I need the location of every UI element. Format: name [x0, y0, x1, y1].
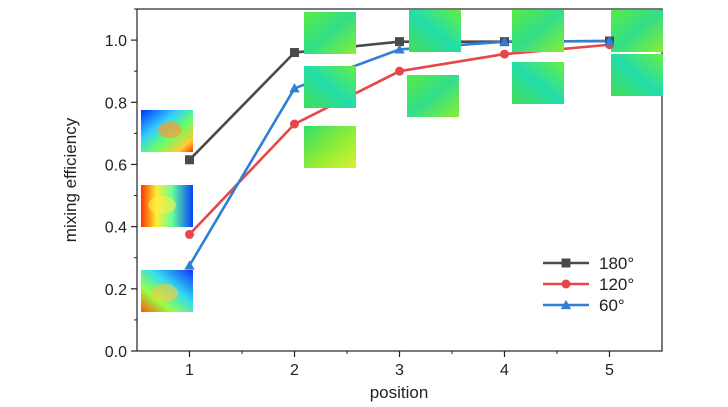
legend-marker — [561, 279, 571, 289]
legend-marker — [560, 299, 572, 310]
contour-image-position-5-120 — [611, 54, 663, 96]
y-tick-label: 0.2 — [105, 282, 127, 299]
y-tick-label: 0.4 — [105, 220, 127, 237]
data-point-series-2 — [184, 260, 195, 270]
x-tick-label: 5 — [605, 362, 614, 379]
data-point-series-0 — [395, 37, 404, 47]
x-tick-label: 2 — [290, 362, 299, 379]
y-axis-title: mixing efficiency — [61, 117, 80, 242]
data-point-series-2 — [499, 36, 510, 46]
data-point-series-0 — [185, 155, 194, 165]
y-tick-label: 0.6 — [105, 157, 127, 174]
data-point-series-0 — [290, 48, 299, 58]
x-tick-label: 1 — [185, 362, 194, 379]
data-point-series-1 — [185, 229, 194, 239]
x-tick-label: 4 — [500, 362, 509, 379]
y-tick-label: 1.0 — [105, 33, 127, 50]
contour-image-position-2-120 — [304, 66, 356, 108]
legend-label: 180° — [599, 254, 634, 273]
contour-image-position-3-120 — [407, 75, 459, 117]
data-point-series-1 — [290, 119, 299, 129]
data-point-series-2 — [394, 44, 405, 54]
contour-image-position-2-180 — [304, 12, 356, 54]
x-axis-title: position — [370, 383, 429, 402]
contour-image-position-2-60 — [304, 126, 356, 168]
contour-image-position-3-180 — [409, 10, 461, 52]
legend: 180° 120° 60° — [543, 254, 634, 315]
legend-label: 60° — [599, 296, 625, 315]
contour-image-position-4-180 — [512, 10, 564, 52]
data-point-series-2 — [289, 83, 300, 93]
legend-label: 120° — [599, 275, 634, 294]
contour-image-position-5-180 — [611, 10, 663, 52]
contour-image-position-4-120 — [512, 62, 564, 104]
y-tick-label: 0.8 — [105, 95, 127, 112]
data-point-series-1 — [500, 49, 509, 59]
data-point-series-2 — [604, 35, 615, 46]
contour-blob — [152, 284, 178, 302]
legend-marker — [561, 258, 571, 268]
contour-insets — [141, 10, 663, 312]
plot-frame — [136, 8, 663, 352]
y-tick-label: 0.0 — [105, 344, 127, 361]
x-tick-label: 3 — [395, 362, 404, 379]
contour-blob — [148, 196, 176, 214]
data-point-series-1 — [395, 66, 404, 76]
contour-blob — [158, 122, 182, 138]
